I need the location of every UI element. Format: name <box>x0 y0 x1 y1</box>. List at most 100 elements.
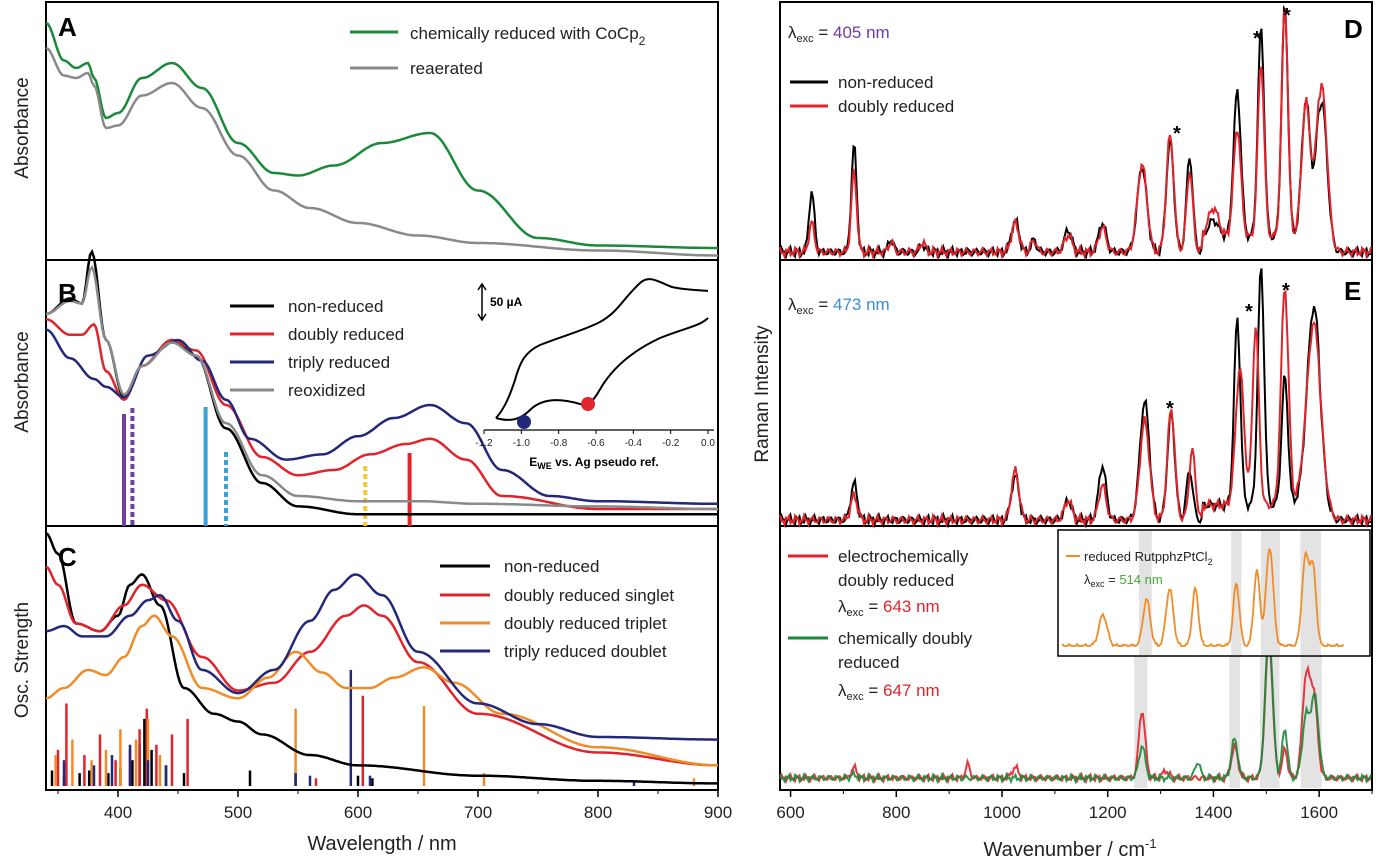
panel-b-inset: 50 µA -1.2 -1.0 -0.8 -0.6 -0.4 -0.2 0.0 EWE vs… <box>475 278 715 471</box>
panel-f-curves <box>779 634 1372 785</box>
panel-f-inset: reduced RutpphzPtCl2 λexc = 514 nm <box>1057 529 1371 657</box>
panel-e-curves <box>779 268 1372 529</box>
legend-label-f-chem-lambda: λexc = 647 nm <box>838 681 940 703</box>
panel-b-label: B <box>58 278 77 308</box>
inset-curve <box>1061 548 1345 648</box>
legend-label-f-electro-lambda: λexc = 643 nm <box>838 597 940 619</box>
right-xtick-label-1600: 1600 <box>1300 803 1338 822</box>
curve-e-doubly-reduced <box>779 289 1372 529</box>
left-xtick-label-900: 900 <box>704 803 732 822</box>
left-xtick-label-600: 600 <box>344 803 372 822</box>
curve-c-non-reduced <box>45 532 718 785</box>
inset-xtick-label: -1.0 <box>513 438 531 449</box>
panel-b-ylabel: Absorbance <box>12 331 33 432</box>
doubly-reduction-marker <box>581 397 595 411</box>
legend-label-c-singlet: doubly reduced singlet <box>504 586 674 605</box>
inset-highlight-band <box>1231 531 1242 655</box>
panel-d-label: D <box>1344 14 1363 44</box>
right-xtick-label-800: 800 <box>882 803 910 822</box>
panel-a-legend: chemically reduced with CoCp2 reaerated <box>350 24 646 78</box>
curve-f-chemically-doubly-reduced <box>779 634 1372 785</box>
inset-xlabel: EWE vs. Ag pseudo ref. <box>529 455 658 471</box>
curve-a-chemically-reduced-with-cocp2 <box>45 21 718 250</box>
right-xtick-label-1200: 1200 <box>1089 803 1127 822</box>
curve-b-non-reduced <box>45 248 718 516</box>
inset-xtick-label: -0.8 <box>550 438 568 449</box>
right-xtick-label-600: 600 <box>776 803 804 822</box>
panel-d-legend: non-reduced doubly reduced <box>790 73 954 116</box>
highlight-band <box>1300 656 1322 788</box>
legend-label-triply-reduced: triply reduced <box>288 353 390 372</box>
panel-f-legend: electrochemically doubly reduced λexc = … <box>788 547 973 703</box>
legend-label-f-electro-1: electrochemically <box>838 547 969 566</box>
cv-curve-return <box>495 317 709 421</box>
triply-reduction-marker <box>517 415 531 429</box>
panel-c-ylabel: Osc. Strength <box>12 602 33 718</box>
left-xtick-label-700: 700 <box>464 803 492 822</box>
left-panels <box>45 1 719 791</box>
panel-d-excitation: λexc = 405 nm <box>788 23 890 45</box>
legend-label-reaerated: reaerated <box>410 59 483 78</box>
panel-d-star-1490: * <box>1253 28 1261 50</box>
legend-label-c-triplet: doubly reduced triplet <box>504 614 667 633</box>
scale-bar-arrows <box>477 282 487 322</box>
panel-d-curves <box>779 4 1372 261</box>
inset-legend-label: reduced RutpphzPtCl2 <box>1084 549 1213 567</box>
left-xtick-label-800: 800 <box>584 803 612 822</box>
inset-highlight-band <box>1300 531 1321 655</box>
legend-label-doubly-reduced: doubly reduced <box>288 325 404 344</box>
inset-xtick-label: -0.2 <box>662 438 680 449</box>
panel-e-star-1320: * <box>1166 398 1174 420</box>
panel-c-label: C <box>58 542 77 572</box>
curve-b-doubly-reduced <box>45 317 718 511</box>
panel-c-curves <box>45 532 719 786</box>
right-panels <box>779 1 1373 791</box>
legend-label-f-electro-2: doubly reduced <box>838 571 954 590</box>
curve-c-doubly-reduced-triplet <box>45 614 719 767</box>
legend-label-chem-reduced: chemically reduced with CoCp2 <box>410 24 646 48</box>
panel-d-star-1535: * <box>1283 5 1291 27</box>
panel-e-star-1535: * <box>1282 280 1290 302</box>
inset-xtick-label: -0.4 <box>625 438 643 449</box>
panel-a-curves <box>45 21 718 257</box>
curve-a-reaerated <box>45 46 718 257</box>
legend-label-d-doubly-reduced: doubly reduced <box>838 97 954 116</box>
inset-xticks: -1.2 -1.0 -0.8 -0.6 -0.4 -0.2 0.0 <box>475 430 715 449</box>
right-xtick-label-1400: 1400 <box>1195 803 1233 822</box>
panel-c-frame <box>45 525 719 791</box>
curve-c-triply-reduced-doublet <box>45 573 718 741</box>
left-xtick-label-500: 500 <box>224 803 252 822</box>
legend-label-c-doublet: triply reduced doublet <box>504 642 667 661</box>
cv-curve-forward <box>495 278 709 419</box>
right-x-axis: 600 800 1000 1200 1400 1600 <box>776 790 1373 822</box>
right-ylabel: Raman Intensity <box>752 325 773 463</box>
right-xtick-label-1000: 1000 <box>983 803 1021 822</box>
left-xlabel: Wavelength / nm <box>307 833 456 855</box>
curve-d-doubly-reduced <box>779 7 1372 261</box>
legend-label-non-reduced: non-reduced <box>288 297 383 316</box>
highlight-band <box>1229 656 1240 788</box>
panel-c-legend: non-reduced doubly reduced singlet doubl… <box>440 557 674 661</box>
panel-e-star-1480: * <box>1245 301 1253 323</box>
inset-xtick-label: 0.0 <box>701 438 715 449</box>
panel-d-star-1318: * <box>1173 123 1181 145</box>
legend-label-d-non-reduced: non-reduced <box>838 73 933 92</box>
scale-bar-label: 50 µA <box>490 295 523 309</box>
panel-a-label: A <box>58 12 77 42</box>
panel-f-frame <box>779 525 1373 791</box>
panel-f-highlight-bands <box>1134 656 1322 788</box>
inset-xtick-label: -1.2 <box>475 438 493 449</box>
right-xlabel: Wavenumber / cm-1 <box>983 836 1156 861</box>
panel-e-excitation: λexc = 473 nm <box>788 295 890 317</box>
curve-b-reoxidized <box>45 264 718 511</box>
panel-a-ylabel: Absorbance <box>12 77 33 178</box>
curve-f-inset-reduced-rutpphzptcl2 <box>1061 548 1345 648</box>
panel-b-legend: non-reduced doubly reduced triply reduce… <box>230 297 404 400</box>
left-x-axis: 400 500 600 700 800 900 <box>57 790 732 822</box>
legend-label-f-chem-1: chemically doubly <box>838 629 973 648</box>
panel-b-curves <box>45 248 718 526</box>
panel-e-label: E <box>1344 276 1361 306</box>
legend-label-reoxidized: reoxidized <box>288 381 366 400</box>
legend-label-c-non-reduced: non-reduced <box>504 557 599 576</box>
